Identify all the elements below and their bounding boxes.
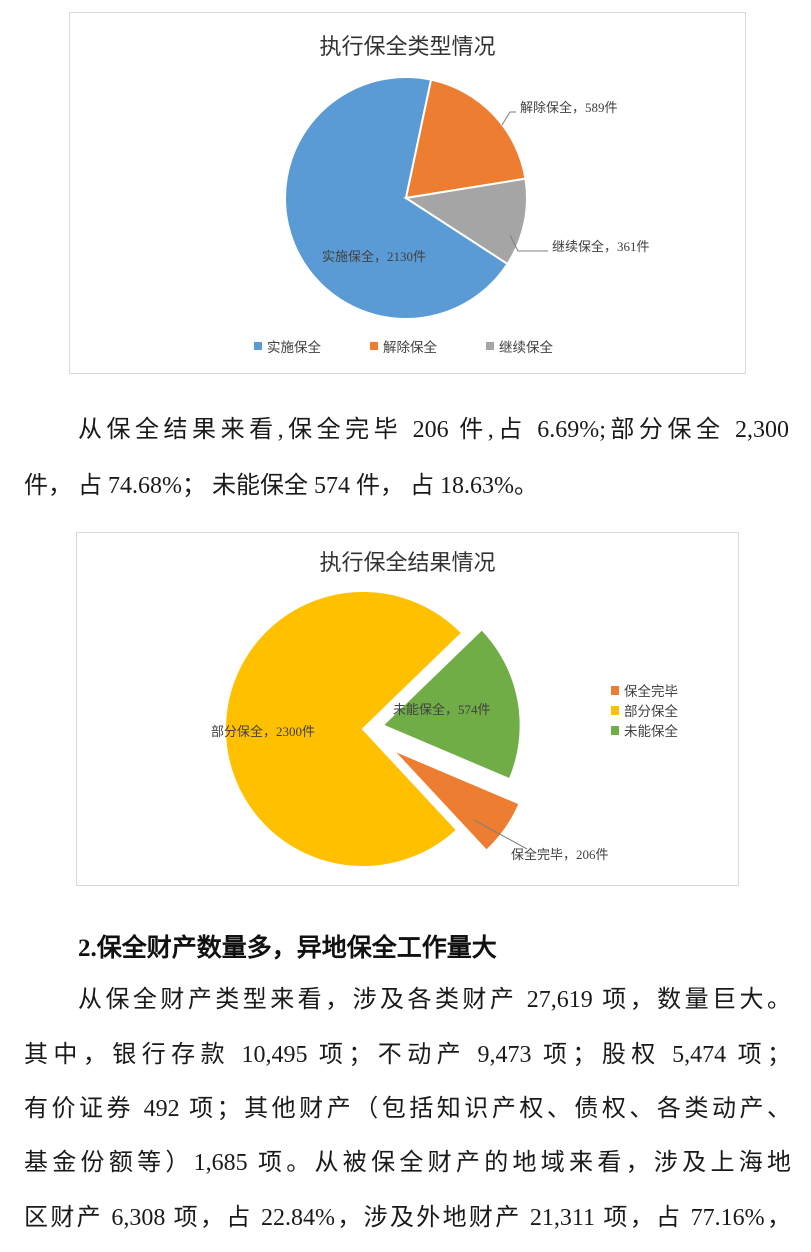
paragraph-line: 件， 占 74.68%； 未能保全 574 件， 占 18.63%。 — [24, 473, 538, 499]
pie-slice-解除保全 — [404, 78, 527, 200]
data-label: 继续保全，361件 — [552, 239, 650, 254]
legend-swatch — [611, 686, 619, 695]
legend-swatch — [611, 706, 619, 715]
chart-title: 执行保全类型情况 — [319, 34, 496, 59]
pie-slice-保全完毕 — [391, 748, 521, 853]
chart-title: 执行保全结果情况 — [319, 550, 496, 575]
leader-line — [501, 111, 516, 126]
data-label: 未能保全，574件 — [393, 702, 491, 717]
data-label: 部分保全，2300件 — [211, 724, 315, 739]
data-label: 解除保全，589件 — [520, 100, 618, 115]
paragraph-line: 区财产 6,308 项，占 22.84%，涉及外地财产 21,311 项，占 7… — [24, 1205, 791, 1231]
legend-swatch — [611, 726, 619, 735]
legend-label: 解除保全 — [383, 339, 437, 355]
legend-swatch — [254, 342, 262, 350]
pie-slice-继续保全 — [403, 177, 528, 266]
section-heading: 2.保全财产数量多，异地保全工作量大 — [78, 935, 497, 962]
pie-slice-未能保全 — [380, 627, 522, 781]
chart-result-pie: 执行保全结果情况 保全完毕，206件 部分保全，2300件 未能保全，574件 保全完… — [76, 532, 739, 886]
paragraph-line: 基金份额等）1,685 项。从被保全财产的地域来看，涉及上海地 — [24, 1150, 791, 1176]
legend-label: 实施保全 — [267, 339, 321, 355]
chart-type-pie: 执行保全类型情况 实施保全，2130件 解除保全，589件 继续保全，361件 实施保… — [69, 12, 746, 374]
pie-slice-实施保全 — [284, 76, 509, 320]
data-label: 保全完毕，206件 — [511, 847, 609, 862]
legend-swatch — [370, 342, 378, 350]
leader-line — [509, 234, 548, 252]
data-label: 实施保全，2130件 — [322, 249, 426, 264]
paragraph-line: 从保全结果来看,保全完毕 206 件,占 6.69%;部分保全 2,300 — [78, 417, 789, 443]
paragraph-line: 其中，银行存款 10,495 项；不动产 9,473 项；股权 5,474 项； — [24, 1042, 791, 1068]
legend-label: 继续保全 — [499, 339, 553, 355]
legend-label: 保全完毕 — [624, 683, 678, 699]
legend-swatch — [486, 342, 494, 350]
leader-line — [473, 819, 528, 850]
legend-label: 未能保全 — [624, 723, 678, 739]
pie-slice-部分保全 — [224, 590, 464, 868]
paragraph-line: 从保全财产类型来看，涉及各类财产 27,619 项，数量巨大。 — [78, 987, 791, 1013]
paragraph-line: 有价证券 492 项；其他财产（包括知识产权、债权、各类动产、 — [24, 1096, 791, 1122]
legend-label: 部分保全 — [624, 703, 678, 719]
